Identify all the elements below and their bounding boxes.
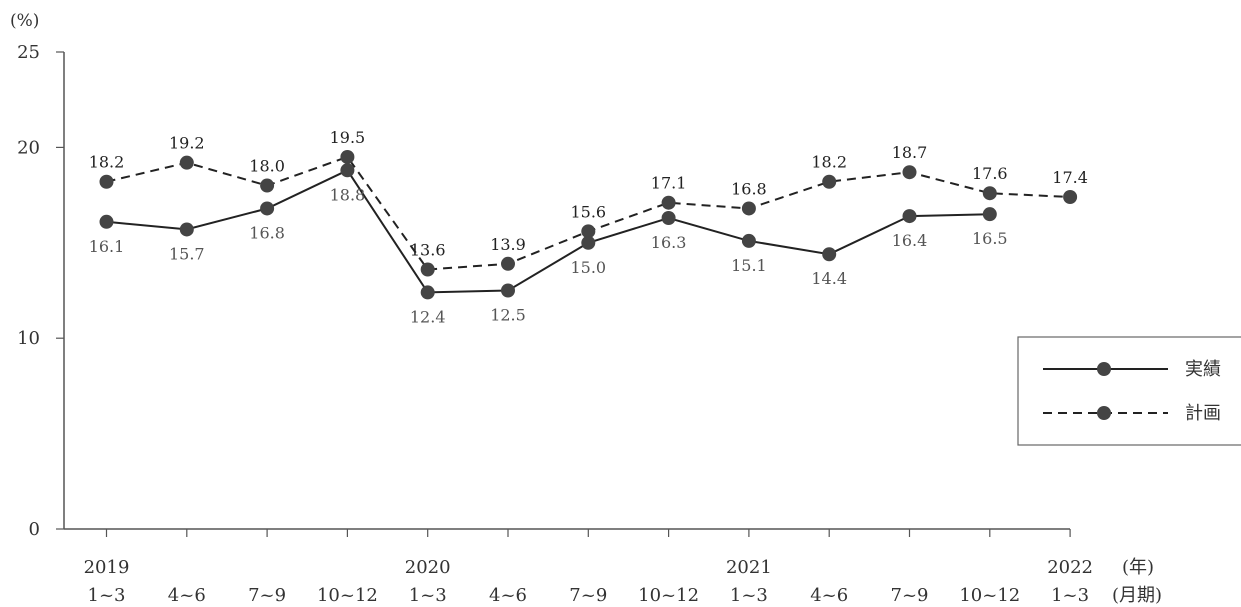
x-tick-label: 7~9 bbox=[569, 585, 607, 606]
data-point-plan bbox=[982, 186, 997, 201]
x-tick-label: 7~9 bbox=[248, 585, 286, 606]
data-label-actual: 15.7 bbox=[169, 244, 205, 263]
data-label-plan: 13.6 bbox=[410, 241, 446, 260]
y-ticks: 0 10 20 25 bbox=[17, 42, 64, 540]
data-point-actual bbox=[661, 210, 676, 225]
data-point-actual bbox=[982, 207, 997, 222]
data-point-actual bbox=[179, 222, 194, 237]
data-point-actual bbox=[420, 285, 435, 300]
data-point-plan bbox=[260, 178, 275, 193]
data-point-actual bbox=[822, 247, 837, 262]
data-label-actual: 18.8 bbox=[330, 185, 366, 204]
data-point-plan bbox=[902, 165, 917, 180]
data-point-actual bbox=[902, 209, 917, 224]
x-tick-label: 1~3 bbox=[88, 585, 126, 606]
data-point-plan bbox=[420, 262, 435, 277]
data-point-actual bbox=[99, 214, 114, 229]
data-point-actual bbox=[260, 201, 275, 216]
data-label-plan: 19.2 bbox=[169, 134, 205, 153]
data-point-actual bbox=[501, 283, 515, 298]
legend-box bbox=[1017, 336, 1241, 446]
series-layer bbox=[99, 149, 1078, 300]
data-point-plan bbox=[99, 174, 114, 189]
y-tick-label: 0 bbox=[29, 519, 40, 540]
x-tick-label: 7~9 bbox=[891, 585, 929, 606]
data-label-actual: 15.0 bbox=[570, 258, 606, 277]
legend: 実績 計画 bbox=[1017, 336, 1241, 446]
data-label-plan: 18.7 bbox=[892, 143, 928, 162]
x-tick-label: 1~3 bbox=[730, 585, 768, 606]
data-point-plan bbox=[1063, 190, 1078, 205]
data-label-actual: 16.5 bbox=[972, 229, 1008, 248]
x-unit-year: (年) bbox=[1122, 557, 1154, 578]
x-tick-label: 1~3 bbox=[409, 585, 447, 606]
data-label-plan: 15.6 bbox=[570, 202, 606, 221]
x-tick-label: 4~6 bbox=[810, 585, 848, 606]
data-label-plan: 18.2 bbox=[811, 153, 847, 172]
x-tick-label: 4~6 bbox=[489, 585, 527, 606]
data-label-plan: 16.8 bbox=[731, 179, 767, 198]
data-label-actual: 12.5 bbox=[490, 306, 526, 325]
data-label-plan: 17.6 bbox=[972, 164, 1008, 183]
x-year-label: 2019 bbox=[84, 557, 130, 578]
data-label-actual: 16.3 bbox=[651, 233, 687, 252]
legend-marker-plan bbox=[1097, 406, 1111, 420]
x-tick-label: 1~3 bbox=[1051, 585, 1089, 606]
data-point-plan bbox=[661, 195, 676, 210]
y-axis-unit: (%) bbox=[10, 11, 39, 31]
data-point-plan bbox=[822, 174, 837, 189]
x-tick-label: 4~6 bbox=[168, 585, 206, 606]
data-labels: 16.1 15.7 16.8 18.8 12.4 12.5 15.0 16.3 15.1 14.4… bbox=[89, 128, 1088, 326]
x-year-label: 2021 bbox=[726, 557, 772, 578]
data-point-plan bbox=[581, 224, 596, 239]
x-tick-label: 10~12 bbox=[638, 585, 699, 606]
data-point-actual bbox=[581, 235, 596, 250]
data-label-actual: 12.4 bbox=[410, 307, 446, 326]
data-label-plan: 18.2 bbox=[89, 153, 125, 172]
legend-label-plan: 計画 bbox=[1185, 403, 1221, 424]
y-tick-label: 20 bbox=[17, 137, 40, 158]
data-label-plan: 17.4 bbox=[1052, 168, 1088, 187]
x-year-label: 2022 bbox=[1047, 557, 1093, 578]
data-label-actual: 16.4 bbox=[892, 231, 928, 250]
x-tick-label: 10~12 bbox=[317, 585, 378, 606]
x-ticks: 1~3 4~6 7~9 10~12 1~3 4~6 7~9 10~12 1~3 4~6 7~9 10~… bbox=[84, 529, 1093, 606]
series-line-actual bbox=[106, 169, 990, 294]
y-tick-label: 10 bbox=[17, 328, 40, 349]
x-unit-period: (月期) bbox=[1112, 585, 1162, 606]
data-point-actual bbox=[340, 163, 355, 178]
data-label-plan: 13.9 bbox=[490, 235, 526, 254]
x-tick-label: 10~12 bbox=[959, 585, 1020, 606]
data-point-plan bbox=[340, 149, 355, 164]
x-year-label: 2020 bbox=[405, 557, 451, 578]
data-point-plan bbox=[179, 155, 194, 170]
data-label-actual: 16.1 bbox=[89, 237, 125, 256]
data-label-plan: 19.5 bbox=[330, 128, 366, 147]
data-point-plan bbox=[501, 256, 515, 271]
data-label-actual: 14.4 bbox=[811, 269, 847, 288]
legend-marker-actual bbox=[1097, 362, 1111, 376]
data-label-actual: 16.8 bbox=[249, 223, 285, 242]
y-tick-label: 25 bbox=[17, 42, 40, 63]
data-label-actual: 15.1 bbox=[731, 256, 767, 275]
data-point-actual bbox=[741, 233, 756, 248]
data-label-plan: 17.1 bbox=[651, 174, 687, 193]
data-point-plan bbox=[741, 201, 756, 216]
legend-label-actual: 実績 bbox=[1185, 359, 1221, 380]
data-label-plan: 18.0 bbox=[249, 157, 285, 176]
